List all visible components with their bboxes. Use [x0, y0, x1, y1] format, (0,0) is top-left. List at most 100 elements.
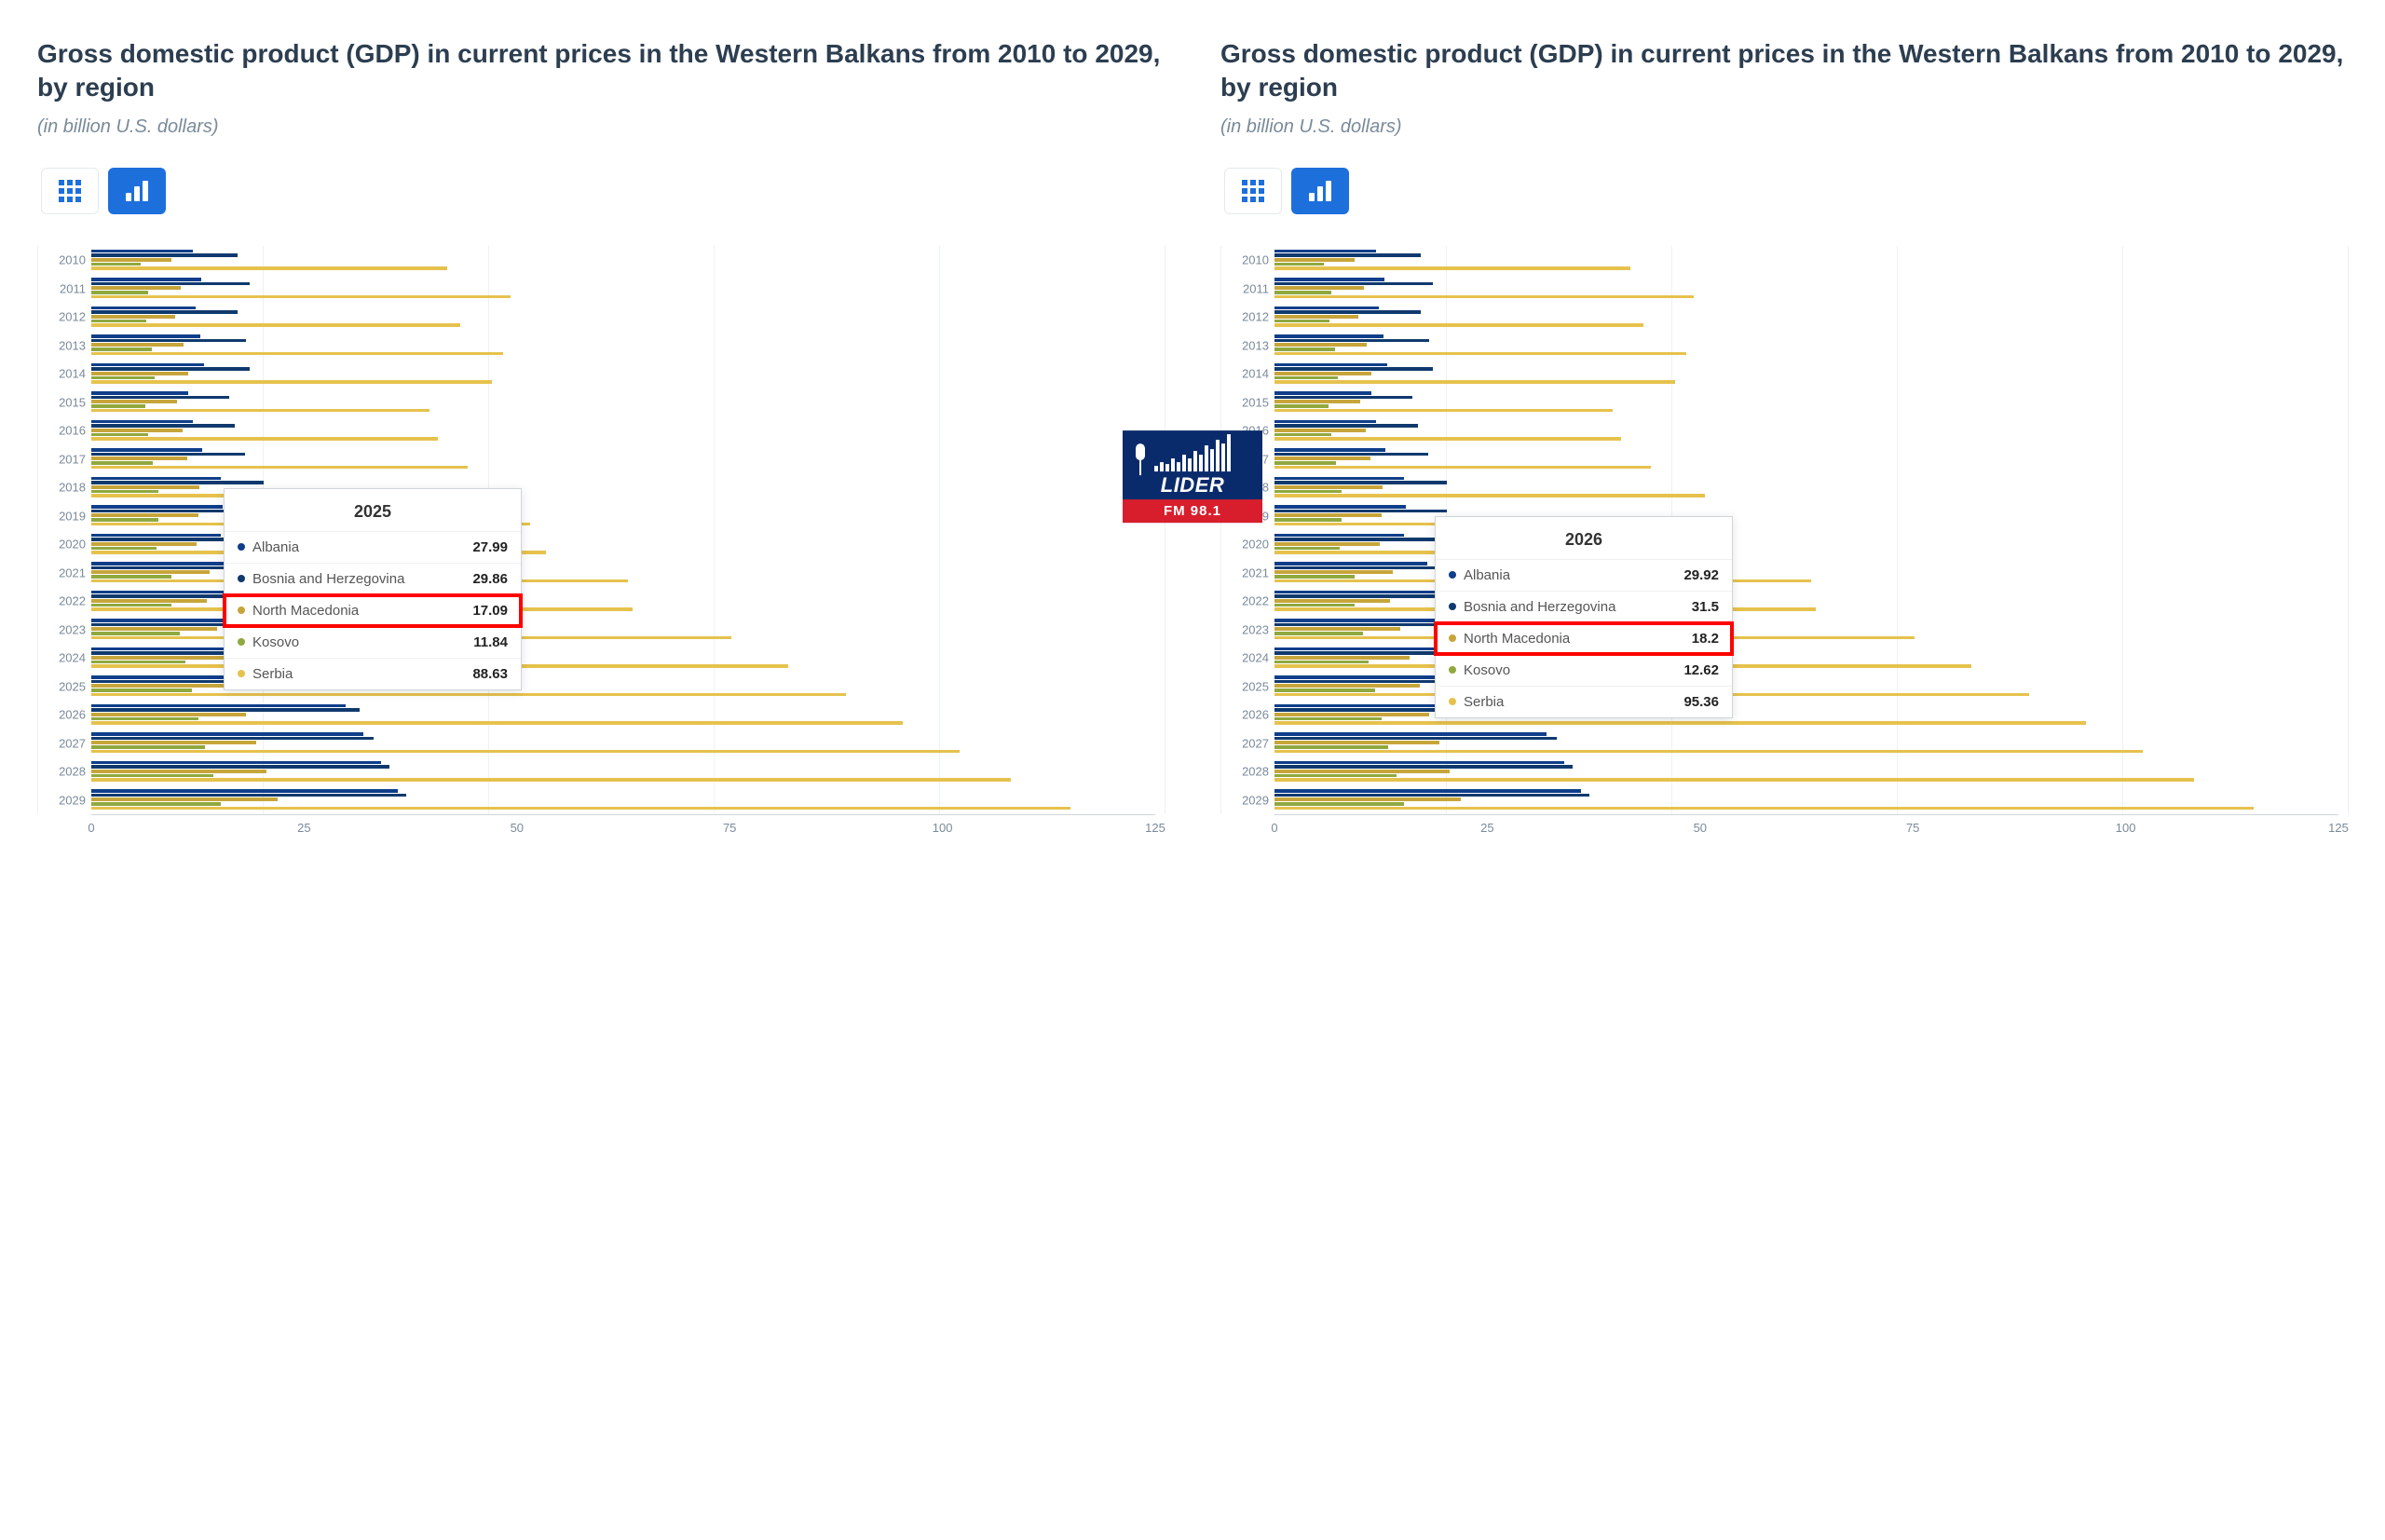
- bar-kosovo[interactable]: [1274, 518, 1342, 522]
- bar-bosnia[interactable]: [1274, 481, 1447, 484]
- bar-bosnia[interactable]: [1274, 339, 1429, 343]
- bar-macedonia[interactable]: [1274, 400, 1360, 403]
- bar-macedonia[interactable]: [91, 513, 198, 517]
- table-view-button[interactable]: [1224, 168, 1282, 214]
- bar-bosnia[interactable]: [1274, 510, 1447, 513]
- bar-kosovo[interactable]: [91, 376, 155, 380]
- bar-albania[interactable]: [1274, 477, 1404, 481]
- bar-kosovo[interactable]: [91, 404, 145, 408]
- bar-bosnia[interactable]: [91, 310, 238, 314]
- bar-albania[interactable]: [91, 534, 221, 538]
- bar-kosovo[interactable]: [1274, 547, 1340, 551]
- bar-albania[interactable]: [1274, 591, 1436, 594]
- bar-albania[interactable]: [1274, 420, 1376, 424]
- bar-albania[interactable]: [1274, 307, 1379, 310]
- bar-kosovo[interactable]: [91, 263, 141, 266]
- bar-albania[interactable]: [1274, 363, 1387, 367]
- bar-bosnia[interactable]: [1274, 538, 1444, 541]
- bar-albania[interactable]: [91, 448, 202, 452]
- bar-bosnia[interactable]: [91, 424, 235, 428]
- bar-serbia[interactable]: [1274, 750, 2143, 754]
- chart-view-button[interactable]: [108, 168, 166, 214]
- bar-macedonia[interactable]: [91, 770, 266, 773]
- bar-albania[interactable]: [91, 363, 204, 367]
- bar-kosovo[interactable]: [91, 461, 153, 465]
- bar-albania[interactable]: [91, 477, 221, 481]
- bar-kosovo[interactable]: [1274, 745, 1388, 749]
- bar-kosovo[interactable]: [91, 518, 158, 522]
- bar-serbia[interactable]: [91, 295, 511, 299]
- bar-serbia[interactable]: [91, 409, 429, 413]
- bar-kosovo[interactable]: [1274, 404, 1329, 408]
- bar-macedonia[interactable]: [91, 627, 217, 631]
- bar-kosovo[interactable]: [1274, 604, 1355, 607]
- bar-albania[interactable]: [91, 250, 193, 253]
- bar-kosovo[interactable]: [91, 320, 146, 323]
- bar-albania[interactable]: [1274, 789, 1581, 793]
- bar-macedonia[interactable]: [91, 429, 183, 432]
- bar-macedonia[interactable]: [1274, 713, 1429, 716]
- bar-macedonia[interactable]: [1274, 372, 1371, 375]
- bar-serbia[interactable]: [1274, 807, 2254, 811]
- bar-kosovo[interactable]: [1274, 348, 1335, 351]
- bar-kosovo[interactable]: [91, 575, 171, 579]
- bar-serbia[interactable]: [91, 721, 903, 725]
- bar-macedonia[interactable]: [91, 741, 256, 744]
- bar-kosovo[interactable]: [91, 433, 148, 437]
- table-view-button[interactable]: [41, 168, 99, 214]
- bar-macedonia[interactable]: [1274, 770, 1450, 773]
- bar-serbia[interactable]: [1274, 409, 1613, 413]
- bar-albania[interactable]: [91, 732, 363, 736]
- bar-kosovo[interactable]: [91, 661, 185, 664]
- bar-macedonia[interactable]: [1274, 429, 1366, 432]
- bar-serbia[interactable]: [1274, 437, 1621, 441]
- bar-macedonia[interactable]: [91, 372, 188, 375]
- bar-serbia[interactable]: [91, 466, 468, 470]
- bar-albania[interactable]: [1274, 562, 1427, 566]
- bar-serbia[interactable]: [91, 352, 503, 356]
- bar-serbia[interactable]: [1274, 721, 2086, 725]
- bar-macedonia[interactable]: [1274, 797, 1461, 801]
- bar-kosovo[interactable]: [91, 802, 221, 806]
- bar-kosovo[interactable]: [1274, 632, 1363, 635]
- bar-albania[interactable]: [1274, 391, 1371, 395]
- bar-macedonia[interactable]: [1274, 741, 1439, 744]
- chart-view-button[interactable]: [1291, 168, 1349, 214]
- bar-macedonia[interactable]: [91, 343, 184, 347]
- bar-bosnia[interactable]: [1274, 396, 1412, 400]
- bar-bosnia[interactable]: [1274, 424, 1418, 428]
- bar-albania[interactable]: [91, 334, 200, 338]
- bar-serbia[interactable]: [91, 266, 447, 270]
- bar-bosnia[interactable]: [91, 253, 238, 257]
- bar-macedonia[interactable]: [1274, 485, 1383, 489]
- bar-bosnia[interactable]: [91, 765, 389, 769]
- bar-macedonia[interactable]: [91, 713, 246, 716]
- bar-bosnia[interactable]: [91, 396, 229, 400]
- bar-macedonia[interactable]: [91, 797, 278, 801]
- bar-albania[interactable]: [91, 307, 196, 310]
- bar-serbia[interactable]: [91, 778, 1011, 782]
- bar-macedonia[interactable]: [91, 599, 207, 603]
- bar-serbia[interactable]: [91, 380, 492, 384]
- bar-albania[interactable]: [1274, 278, 1384, 281]
- bar-albania[interactable]: [1274, 334, 1383, 338]
- bar-kosovo[interactable]: [1274, 575, 1355, 579]
- bar-bosnia[interactable]: [91, 367, 250, 371]
- bar-albania[interactable]: [1274, 250, 1376, 253]
- bar-bosnia[interactable]: [1274, 253, 1421, 257]
- chart-area[interactable]: 2010201120122013201420152016201720182019…: [37, 246, 1165, 842]
- bar-kosovo[interactable]: [1274, 802, 1404, 806]
- bar-albania[interactable]: [91, 505, 223, 509]
- bar-kosovo[interactable]: [91, 547, 157, 551]
- bar-bosnia[interactable]: [91, 339, 246, 343]
- bar-serbia[interactable]: [1274, 323, 1643, 327]
- bar-macedonia[interactable]: [91, 400, 177, 403]
- bar-macedonia[interactable]: [91, 286, 181, 290]
- bar-kosovo[interactable]: [91, 604, 171, 607]
- bar-albania[interactable]: [91, 278, 201, 281]
- bar-kosovo[interactable]: [91, 745, 205, 749]
- bar-bosnia[interactable]: [1274, 310, 1421, 314]
- bar-albania[interactable]: [91, 562, 244, 566]
- bar-bosnia[interactable]: [1274, 737, 1557, 741]
- bar-macedonia[interactable]: [91, 570, 210, 574]
